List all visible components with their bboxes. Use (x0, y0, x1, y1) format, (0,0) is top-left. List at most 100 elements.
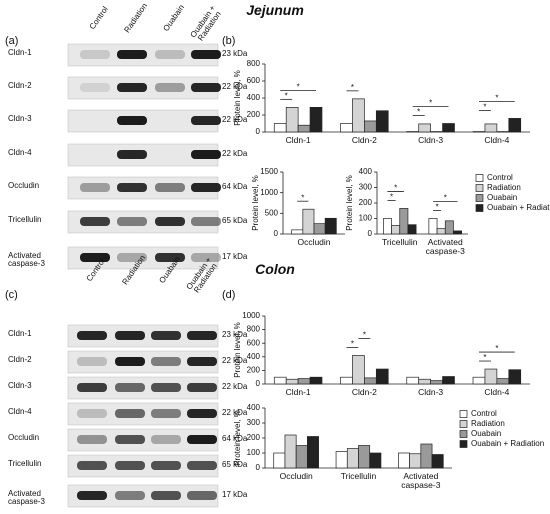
blot-band (117, 150, 147, 159)
band-size: 64 kDa (222, 434, 248, 443)
blot-band (151, 409, 181, 418)
y-tick-label: 200 (247, 433, 261, 442)
significance-label: * (483, 103, 486, 112)
bar (484, 123, 498, 133)
bar (375, 110, 389, 133)
bar (324, 217, 337, 235)
legend-label: Ouabain (487, 193, 517, 202)
bar (484, 368, 498, 385)
bar (297, 378, 311, 385)
significance-label: * (495, 344, 498, 353)
x-tick-label: Cldn-2 (351, 387, 377, 397)
blot-band (80, 50, 110, 59)
y-axis-label: Protein level, % (233, 70, 242, 126)
x-tick-label: Cldn-3 (418, 387, 444, 397)
bar (508, 118, 522, 133)
panel-label: (d) (222, 289, 236, 301)
bar (453, 230, 462, 235)
band-name: Cldn-2 (8, 81, 32, 90)
blot-band (117, 217, 147, 226)
bar (472, 376, 486, 385)
legend-label: Ouabain + Radiation (471, 439, 544, 448)
bar (496, 378, 510, 385)
bar (352, 98, 365, 133)
bar (409, 453, 422, 469)
bar (295, 445, 308, 469)
legend-swatch (459, 420, 468, 428)
panel-label: (b) (222, 35, 236, 47)
blot-band (77, 331, 107, 340)
blot-band (191, 217, 221, 226)
bar (364, 120, 377, 133)
blot-band (80, 253, 110, 262)
y-axis-label: Protein level, % (345, 175, 354, 231)
bar (352, 355, 365, 385)
y-tick-label: 500 (265, 208, 279, 217)
y-tick-label: 800 (247, 59, 261, 68)
x-tick-label: Tricellulin (381, 237, 418, 247)
blot-band (117, 50, 147, 59)
blot-band (80, 83, 110, 92)
band-size: 65 kDa (222, 460, 248, 469)
y-tick-label: 0 (256, 127, 261, 136)
blot-band (77, 461, 107, 470)
legend-label: Radiation (487, 183, 521, 192)
bar (273, 452, 286, 469)
bar (369, 452, 382, 469)
bar (442, 376, 455, 385)
legend-swatch (459, 430, 468, 438)
blot-band (115, 491, 145, 500)
section-title: Jejunum (246, 2, 304, 18)
significance-label: * (285, 91, 288, 100)
band-size: 22 kDa (222, 356, 248, 365)
blot-band (191, 116, 221, 125)
blot-band (115, 461, 145, 470)
bar (406, 376, 420, 385)
y-axis-label: Protein level, % (233, 410, 242, 466)
panel-label: (c) (5, 289, 18, 301)
legend-swatch (475, 194, 484, 202)
band-size: 22 kDa (222, 115, 248, 124)
legend-label: Ouabain (471, 429, 501, 438)
blot-band (187, 383, 217, 392)
bar (273, 123, 287, 133)
y-tick-label: 1000 (242, 311, 260, 320)
band-size: 64 kDa (222, 182, 248, 191)
y-tick-label: 400 (247, 93, 261, 102)
band-size: 23 kDa (222, 330, 248, 339)
band-size: 22 kDa (222, 82, 248, 91)
blot-band (187, 409, 217, 418)
band-name: Cldn-4 (8, 407, 32, 416)
x-tick-label: Occludin (297, 237, 331, 247)
band-size: 22 kDa (222, 149, 248, 158)
blot-band (151, 357, 181, 366)
bar (335, 451, 348, 469)
y-tick-label: 100 (247, 448, 261, 457)
band-name: Tricellulin (8, 459, 42, 468)
legend-swatch (459, 410, 468, 418)
bar (285, 106, 299, 133)
bar (309, 376, 323, 385)
x-tick-label: Activated caspase-3 (425, 237, 465, 256)
y-tick-label: 600 (247, 76, 261, 85)
band-name: Cldn-3 (8, 381, 32, 390)
blot-band (151, 461, 181, 470)
legend-label: Control (471, 409, 497, 418)
y-tick-label: 1000 (260, 188, 278, 197)
x-tick-label: Cldn-4 (484, 135, 510, 145)
blot-band (151, 491, 181, 500)
x-tick-label: Cldn-3 (418, 135, 444, 145)
blot-band (151, 435, 181, 444)
x-tick-label: Cldn-1 (285, 387, 311, 397)
band-name: Activated caspase-3 (8, 489, 45, 507)
bar (383, 218, 392, 235)
y-tick-label: 300 (359, 183, 373, 192)
y-tick-label: 800 (247, 325, 261, 334)
significance-label: * (363, 331, 366, 340)
bar (508, 369, 522, 385)
y-tick-label: 400 (247, 352, 261, 361)
blot-band (117, 83, 147, 92)
bar (302, 208, 315, 235)
blot-band (191, 50, 221, 59)
